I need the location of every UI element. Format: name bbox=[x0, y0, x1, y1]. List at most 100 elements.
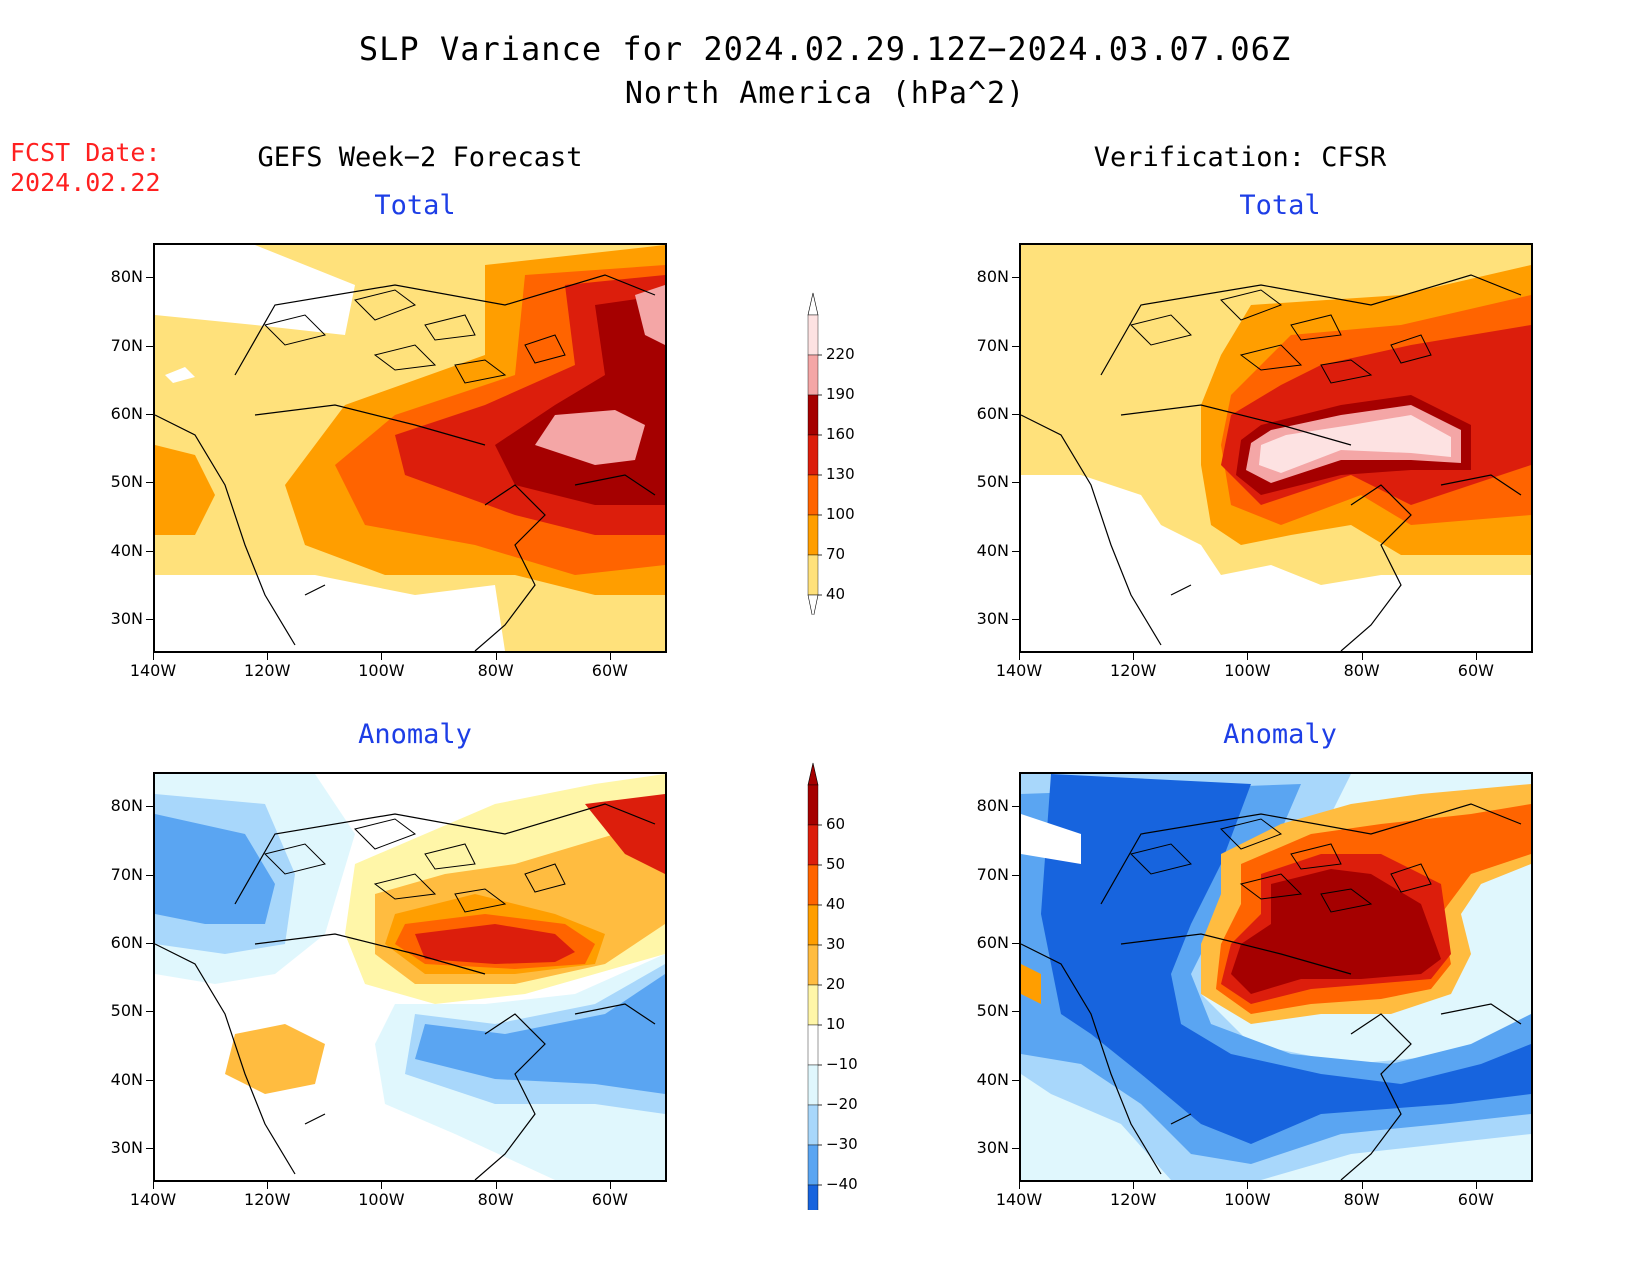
colorbar-level-label: −10 bbox=[826, 1055, 858, 1073]
colorbar-swatch bbox=[807, 354, 819, 396]
lon-tick bbox=[1361, 1182, 1363, 1189]
lat-tick bbox=[146, 277, 153, 279]
lat-tick bbox=[146, 1147, 153, 1149]
colorbar-swatch bbox=[807, 514, 819, 556]
map-fcst-anom bbox=[155, 774, 665, 1180]
lon-tick bbox=[1247, 1182, 1249, 1189]
lat-tick bbox=[1012, 1147, 1019, 1149]
lat-tick bbox=[1012, 942, 1019, 944]
colorbar-swatch bbox=[807, 394, 819, 436]
lat-tick-label: 80N bbox=[976, 267, 1009, 287]
colorbar-level-label: 100 bbox=[826, 505, 855, 523]
colorbar-swatch bbox=[807, 1144, 819, 1186]
lon-tick bbox=[1475, 653, 1477, 660]
lat-tick-label: 30N bbox=[110, 1137, 143, 1157]
right-column-title: Verification: CFSR bbox=[1093, 142, 1387, 173]
map-panel-ver-total bbox=[1019, 243, 1533, 653]
lon-tick bbox=[153, 653, 154, 660]
colorbar-level-label: 10 bbox=[826, 1015, 846, 1033]
lon-tick bbox=[267, 653, 269, 660]
lon-tick bbox=[153, 1182, 154, 1189]
colorbar-swatch bbox=[807, 474, 819, 516]
lat-tick-label: 80N bbox=[976, 796, 1009, 816]
lat-tick-label: 50N bbox=[976, 1001, 1009, 1021]
lat-tick bbox=[146, 618, 153, 620]
colorbar-anomaly bbox=[807, 762, 822, 1210]
panel-subtitle-fcst-total: Total bbox=[374, 190, 456, 221]
lat-tick bbox=[1012, 1079, 1019, 1081]
lon-tick-label: 140W bbox=[129, 1190, 177, 1209]
lat-tick bbox=[146, 942, 153, 944]
lon-tick-label: 80W bbox=[477, 1190, 514, 1209]
colorbar-level-label: 30 bbox=[826, 935, 846, 953]
panel-subtitle-ver-total: Total bbox=[1239, 190, 1321, 221]
lat-tick bbox=[146, 1079, 153, 1081]
lon-tick bbox=[1019, 1182, 1020, 1189]
lat-tick bbox=[1012, 874, 1019, 876]
colorbar-swatch bbox=[807, 554, 819, 596]
lon-tick-label: 60W bbox=[591, 661, 628, 680]
lon-tick bbox=[1361, 653, 1363, 660]
lon-tick bbox=[381, 1182, 383, 1189]
lat-tick bbox=[1012, 345, 1019, 347]
lon-tick bbox=[609, 653, 611, 660]
colorbar-swatch bbox=[807, 864, 819, 906]
colorbar-swatch bbox=[807, 984, 819, 1026]
chart-title: SLP Variance for 2024.02.29.12Z−2024.03.… bbox=[358, 30, 1292, 68]
lat-tick bbox=[1012, 1011, 1019, 1013]
lon-tick-label: 140W bbox=[129, 661, 177, 680]
colorbar-level-label: −30 bbox=[826, 1135, 858, 1153]
colorbar-level-label: 60 bbox=[826, 815, 846, 833]
colorbar-top-arrow bbox=[807, 762, 819, 786]
panel-subtitle-ver-anom: Anomaly bbox=[1223, 719, 1337, 750]
lon-tick-label: 100W bbox=[1224, 1190, 1271, 1209]
lon-tick-label: 140W bbox=[995, 1190, 1043, 1209]
lat-tick-label: 70N bbox=[110, 335, 143, 355]
lat-tick-label: 50N bbox=[110, 1001, 143, 1021]
lon-tick-label: 80W bbox=[1343, 661, 1380, 680]
colorbar-level-label: −40 bbox=[826, 1175, 858, 1193]
lon-tick bbox=[1247, 653, 1249, 660]
colorbar-swatch bbox=[807, 1184, 819, 1210]
lon-tick-label: 120W bbox=[244, 661, 291, 680]
colorbar-swatch bbox=[807, 784, 819, 826]
lon-tick-label: 60W bbox=[591, 1190, 628, 1209]
lat-tick bbox=[146, 413, 153, 415]
lon-tick-label: 100W bbox=[358, 1190, 405, 1209]
fcst-date-value: 2024.02.22 bbox=[10, 168, 161, 197]
lat-tick bbox=[146, 550, 153, 552]
lat-tick-label: 40N bbox=[110, 540, 143, 560]
lon-tick bbox=[1475, 1182, 1477, 1189]
lat-tick bbox=[146, 874, 153, 876]
colorbar-swatch bbox=[807, 824, 819, 866]
lon-tick bbox=[381, 653, 383, 660]
lat-tick-label: 50N bbox=[976, 472, 1009, 492]
lon-tick bbox=[495, 1182, 497, 1189]
colorbar-swatch bbox=[807, 1064, 819, 1106]
lat-tick bbox=[146, 482, 153, 484]
map-ver-total bbox=[1021, 245, 1531, 651]
colorbar-level-label: 220 bbox=[826, 345, 855, 363]
lat-tick bbox=[146, 345, 153, 347]
lat-tick-label: 50N bbox=[110, 472, 143, 492]
panel-subtitle-fcst-anom: Anomaly bbox=[358, 719, 472, 750]
fcst-date-label: FCST Date: bbox=[10, 138, 161, 167]
map-panel-fcst-total bbox=[153, 243, 667, 653]
lon-tick bbox=[267, 1182, 269, 1189]
colorbar-bottom-arrow bbox=[807, 594, 819, 615]
lon-tick bbox=[495, 653, 497, 660]
lon-tick-label: 60W bbox=[1457, 661, 1494, 680]
colorbar-swatch bbox=[807, 904, 819, 946]
lon-tick-label: 100W bbox=[358, 661, 405, 680]
lon-tick-label: 120W bbox=[1110, 661, 1157, 680]
map-panel-fcst-anom bbox=[153, 772, 667, 1182]
lat-tick-label: 30N bbox=[976, 1137, 1009, 1157]
lat-tick-label: 80N bbox=[110, 267, 143, 287]
lat-tick-label: 60N bbox=[976, 403, 1009, 423]
lon-tick-label: 80W bbox=[1343, 1190, 1380, 1209]
lat-tick-label: 30N bbox=[976, 608, 1009, 628]
colorbar-level-label: −20 bbox=[826, 1095, 858, 1113]
map-ver-anom bbox=[1021, 774, 1531, 1180]
map-panel-ver-anom bbox=[1019, 772, 1533, 1182]
lat-tick-label: 60N bbox=[110, 403, 143, 423]
